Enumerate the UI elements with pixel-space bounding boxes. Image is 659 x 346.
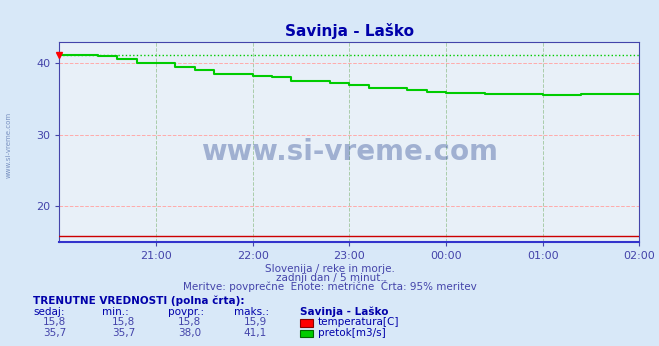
Text: www.si-vreme.com: www.si-vreme.com bbox=[5, 112, 12, 179]
Text: 15,9: 15,9 bbox=[244, 317, 267, 327]
Text: 15,8: 15,8 bbox=[43, 317, 66, 327]
Text: maks.:: maks.: bbox=[234, 307, 269, 317]
Text: min.:: min.: bbox=[102, 307, 129, 317]
Text: sedaj:: sedaj: bbox=[33, 307, 65, 317]
Text: pretok[m3/s]: pretok[m3/s] bbox=[318, 328, 386, 338]
Text: Savinja - Laško: Savinja - Laško bbox=[300, 306, 388, 317]
Text: povpr.:: povpr.: bbox=[168, 307, 204, 317]
Text: 35,7: 35,7 bbox=[43, 328, 66, 338]
Text: 35,7: 35,7 bbox=[112, 328, 135, 338]
Text: 41,1: 41,1 bbox=[244, 328, 267, 338]
Text: temperatura[C]: temperatura[C] bbox=[318, 317, 399, 327]
Text: 15,8: 15,8 bbox=[178, 317, 201, 327]
Text: www.si-vreme.com: www.si-vreme.com bbox=[201, 138, 498, 166]
Title: Savinja - Laško: Savinja - Laško bbox=[285, 23, 414, 39]
Text: Meritve: povprečne  Enote: metrične  Črta: 95% meritev: Meritve: povprečne Enote: metrične Črta:… bbox=[183, 280, 476, 292]
Text: 38,0: 38,0 bbox=[178, 328, 201, 338]
Text: 15,8: 15,8 bbox=[112, 317, 135, 327]
Text: Slovenija / reke in morje.: Slovenija / reke in morje. bbox=[264, 264, 395, 274]
Text: TRENUTNE VREDNOSTI (polna črta):: TRENUTNE VREDNOSTI (polna črta): bbox=[33, 295, 244, 306]
Text: zadnji dan / 5 minut.: zadnji dan / 5 minut. bbox=[275, 273, 384, 283]
